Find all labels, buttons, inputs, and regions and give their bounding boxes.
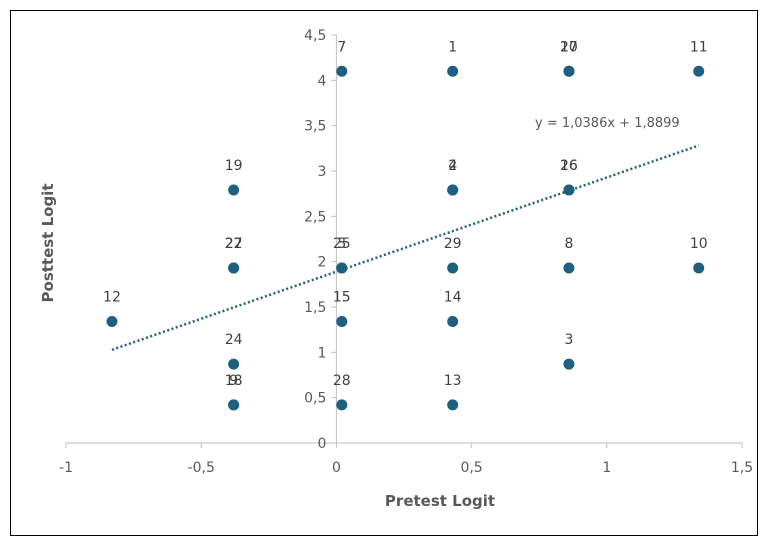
y-tick-label: 3,5 <box>304 119 326 135</box>
y-tick-label: 3 <box>317 164 326 180</box>
data-point <box>228 184 240 196</box>
x-tick-label: 0 <box>332 460 341 476</box>
data-point <box>447 184 459 196</box>
data-point <box>447 262 459 274</box>
y-tick-label: 1 <box>317 345 326 361</box>
data-point <box>447 65 459 77</box>
data-point-label: 18 <box>225 373 243 389</box>
data-point-label: 2 <box>448 158 457 174</box>
data-point-label: 17 <box>560 39 578 55</box>
data-point-label: 11 <box>690 39 708 55</box>
data-point <box>447 399 459 411</box>
data-point-label: 26 <box>560 158 578 174</box>
y-tick-label: 2,5 <box>304 209 326 225</box>
data-point-label: 3 <box>564 332 573 348</box>
y-tick-label: 4 <box>317 73 326 89</box>
data-point-label: 9 <box>229 373 238 389</box>
data-point <box>447 316 459 328</box>
x-tick-label: -0,5 <box>188 460 215 476</box>
data-point <box>228 399 240 411</box>
data-point <box>563 184 575 196</box>
trendline-equation: y = 1,0386x + 1,8899 <box>535 116 680 131</box>
x-tick-label: -1 <box>59 460 73 476</box>
y-tick-label: 1,5 <box>304 300 326 316</box>
data-point-label: 29 <box>444 236 462 252</box>
trendline <box>111 144 700 351</box>
data-point <box>336 262 348 274</box>
data-point <box>106 316 118 328</box>
data-point-label: 8 <box>564 236 573 252</box>
data-point-label: 19 <box>225 158 243 174</box>
data-point <box>336 65 348 77</box>
data-point-label: 13 <box>444 373 462 389</box>
data-point-label: 12 <box>103 290 121 306</box>
data-point-label: 15 <box>333 290 351 306</box>
chart-frame <box>10 10 758 536</box>
data-point-label: 20 <box>560 39 578 55</box>
data-point-label: 24 <box>225 332 243 348</box>
y-tick-label: 4,5 <box>304 28 326 44</box>
data-point <box>693 65 705 77</box>
data-point <box>336 316 348 328</box>
data-point-label: 16 <box>560 158 578 174</box>
y-tick-label: 2 <box>317 255 326 271</box>
data-point-label: 4 <box>448 158 457 174</box>
data-point <box>563 358 575 370</box>
data-point-label: 14 <box>444 290 462 306</box>
data-point-label: 1 <box>448 39 457 55</box>
data-point <box>228 358 240 370</box>
x-tick-label: 0,5 <box>460 460 482 476</box>
data-point <box>228 262 240 274</box>
data-point-label: 7 <box>337 39 346 55</box>
data-point-label: 10 <box>690 236 708 252</box>
data-point-label: 5 <box>337 236 346 252</box>
data-point <box>563 262 575 274</box>
data-point-label: 27 <box>225 236 243 252</box>
data-point <box>693 262 705 274</box>
x-axis-title: Pretest Logit <box>385 492 495 510</box>
x-tick-label: 1,5 <box>731 460 753 476</box>
x-tick-label: 1 <box>602 460 611 476</box>
data-point <box>336 399 348 411</box>
data-point <box>563 65 575 77</box>
data-point-label: 22 <box>225 236 243 252</box>
data-point-label: 28 <box>333 373 351 389</box>
data-point-label: 25 <box>333 236 351 252</box>
y-axis-title: Posttest Logit <box>39 184 57 303</box>
y-tick-label: 0,5 <box>304 391 326 407</box>
y-tick-label: 0 <box>317 436 326 452</box>
